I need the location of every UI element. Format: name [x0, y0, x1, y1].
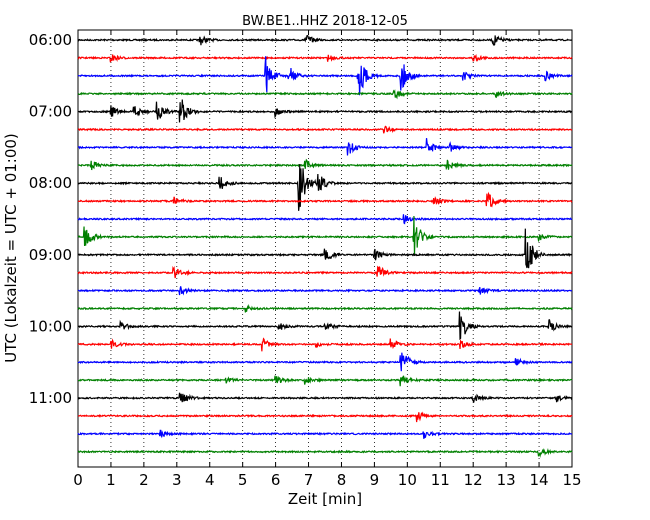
trace-line [77, 138, 573, 156]
trace-line [77, 56, 573, 96]
y-tick-label: 06:00 [29, 31, 72, 49]
trace-line [77, 158, 573, 171]
trace-line [77, 89, 573, 100]
y-tick-label: 08:00 [29, 174, 72, 192]
trace-line [77, 215, 573, 255]
x-tick-label: 14 [530, 471, 549, 489]
y-tick-label: 09:00 [29, 246, 72, 264]
x-tick-label: 13 [497, 471, 516, 489]
x-tick-label: 3 [172, 471, 182, 489]
x-tick-label: 15 [562, 471, 581, 489]
y-tick-label: 11:00 [29, 389, 72, 407]
x-tick-label: 4 [205, 471, 215, 489]
x-tick-label: 8 [337, 471, 347, 489]
x-tick-label: 1 [106, 471, 116, 489]
trace-line [77, 303, 573, 313]
trace-line [77, 411, 573, 423]
x-tick-label: 0 [73, 471, 83, 489]
trace-line [77, 99, 573, 123]
trace-line [77, 164, 573, 211]
trace-line [77, 447, 573, 458]
chart-title: BW.BE1..HHZ 2018-12-05 [242, 14, 408, 29]
trace-line [77, 286, 573, 296]
trace-line [77, 191, 573, 208]
x-tick-label: 12 [464, 471, 483, 489]
y-tick-label: 07:00 [29, 103, 72, 121]
trace-line [77, 311, 573, 341]
x-tick-label: 2 [139, 471, 149, 489]
x-axis-label: Zeit [min] [288, 490, 362, 508]
trace-line [77, 392, 573, 403]
seismic-traces [77, 34, 573, 458]
trace-line [77, 34, 573, 46]
x-tick-label: 7 [304, 471, 314, 489]
trace-line [77, 337, 573, 352]
y-tick-label: 10:00 [29, 317, 72, 335]
y-axis-label: UTC (Lokalzeit = UTC + 01:00) [2, 133, 20, 363]
x-tick-label: 9 [370, 471, 380, 489]
trace-line [77, 228, 573, 269]
trace-line [77, 352, 573, 372]
x-tick-label: 6 [271, 471, 281, 489]
x-tick-label: 10 [398, 471, 417, 489]
x-axis-ticks: 0 1 2 3 4 5 6 7 8 9 10 11 12 13 14 15 [73, 30, 582, 489]
plot-frame [77, 29, 573, 468]
x-gridlines [110, 30, 540, 467]
trace-line [77, 53, 573, 63]
trace-line [77, 265, 573, 279]
trace-line [77, 125, 573, 134]
y-axis-ticks: 06:00 07:00 08:00 09:00 10:00 11:00 [29, 31, 572, 407]
trace-line [77, 429, 573, 439]
x-tick-label: 5 [238, 471, 248, 489]
x-tick-label: 11 [431, 471, 450, 489]
trace-line [77, 214, 573, 225]
trace-line [77, 375, 573, 387]
